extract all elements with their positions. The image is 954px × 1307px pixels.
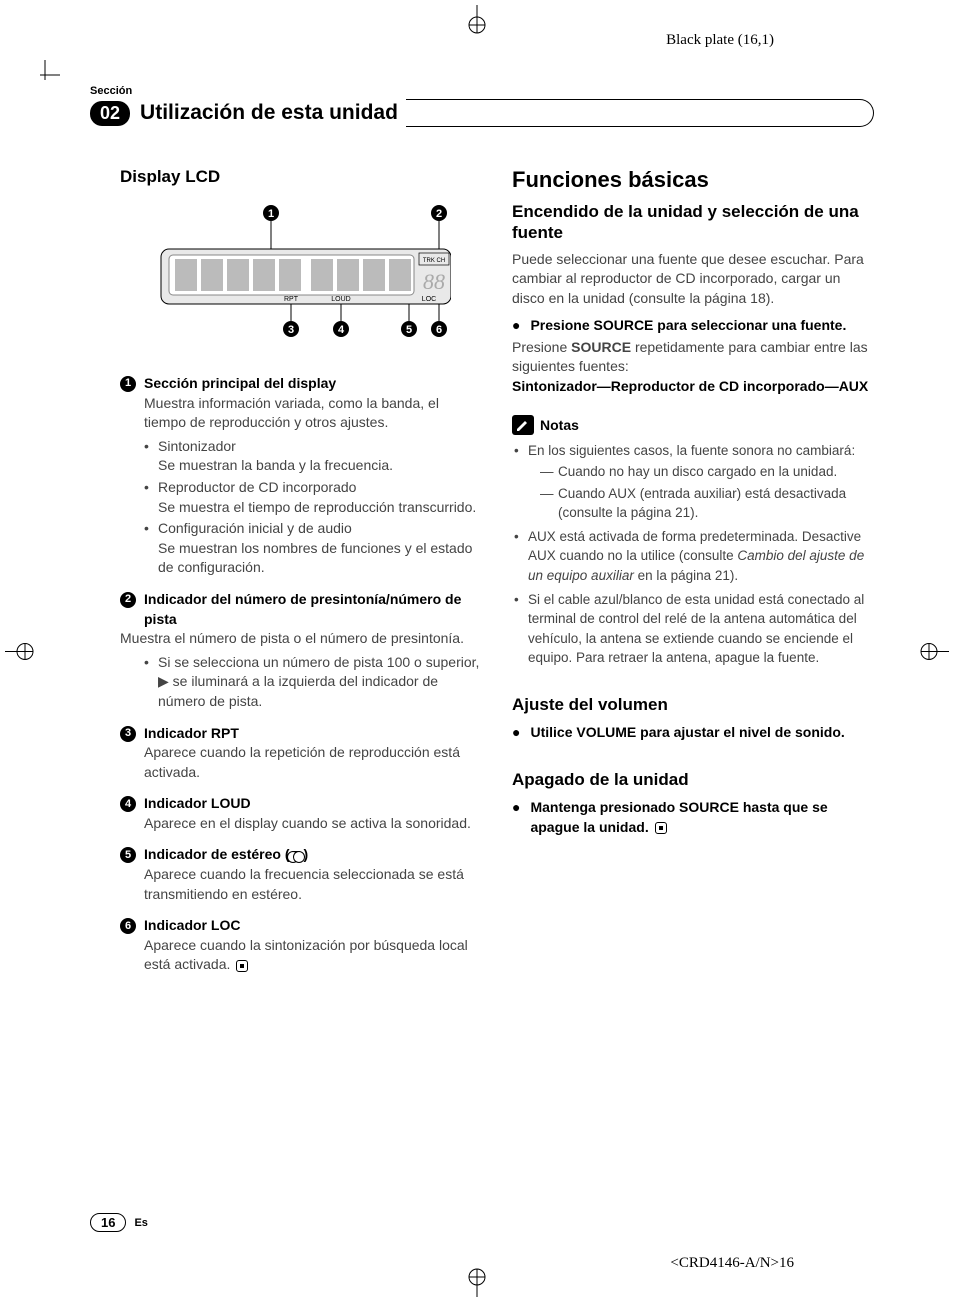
callout-number-badge: 3 [120, 726, 136, 742]
callout-item: 1 Sección principal del displayMuestra in… [120, 374, 482, 578]
callout-title: Indicador RPT [144, 724, 239, 744]
encendido-para1: Puede seleccionar una fuente que desee e… [512, 250, 874, 309]
callout-list: 1 Sección principal del displayMuestra in… [120, 374, 482, 975]
step-volume: ● Utilice VOLUME para ajustar el nivel d… [512, 723, 874, 743]
step-poweroff-text: Mantenga presionado SOURCE hasta que se … [530, 798, 874, 837]
note-item: AUX está activada de forma predeterminad… [512, 527, 874, 586]
source-sequence: Sintonizador—Reproductor de CD incorpora… [512, 377, 874, 397]
crop-mark-top [465, 5, 489, 40]
crop-mark-bottom [465, 1267, 489, 1302]
poweroff-heading: Apagado de la unidad [512, 769, 874, 790]
svg-text:5: 5 [406, 324, 412, 336]
svg-text:1: 1 [268, 208, 274, 220]
step-source-text: Presione SOURCE para seleccionar una fue… [530, 316, 874, 336]
callout-body: Muestra el número de pista o el número d… [120, 629, 482, 649]
crop-mark-left [5, 639, 35, 668]
callout-title: Indicador del número de presintonía/núme… [144, 590, 482, 629]
sublist-item: Si se selecciona un número de pista 100 … [144, 653, 482, 712]
note-item: En los siguientes casos, la fuente sonor… [512, 441, 874, 523]
end-mark-icon [236, 960, 248, 972]
callout-title: Indicador de estéreo () [144, 845, 308, 865]
funciones-basicas-heading: Funciones básicas [512, 167, 874, 193]
sublist-item: Reproductor de CD incorporadoSe muestra … [144, 478, 482, 517]
page-title: Utilización de esta unidad [140, 101, 398, 125]
callout-title: Sección principal del display [144, 374, 336, 394]
volume-heading: Ajuste del volumen [512, 694, 874, 715]
svg-text:RPT: RPT [284, 296, 299, 303]
volume-section: Ajuste del volumen ● Utilice VOLUME para… [512, 694, 874, 743]
callout-number-badge: 2 [120, 592, 136, 608]
bullet-icon: ● [512, 318, 520, 332]
callout-body: Aparece cuando la repetición de reproduc… [144, 743, 482, 782]
section-number-badge: 02 [90, 101, 130, 126]
callout-item: 2 Indicador del número de presintonía/núm… [120, 590, 482, 712]
callout-number-badge: 5 [120, 847, 136, 863]
svg-text:2: 2 [436, 208, 442, 220]
callout-item: 6 Indicador LOCAparece cuando la sintoniz… [120, 916, 482, 975]
manual-page: Black plate (16,1) Sección 02 Utilizació… [0, 0, 954, 1307]
svg-text:88: 88 [423, 269, 445, 294]
bullet-icon: ● [512, 725, 520, 739]
svg-text:6: 6 [436, 324, 442, 336]
svg-text:3: 3 [288, 324, 294, 336]
section-label: Sección [90, 85, 904, 97]
page-header: 02 Utilización de esta unidad [90, 99, 874, 127]
bullet-icon: ● [512, 800, 520, 814]
dash-item: Cuando no hay un disco cargado en la uni… [540, 462, 874, 482]
callout-sublist: SintonizadorSe muestran la banda y la fr… [144, 437, 482, 578]
crop-corner-tl [30, 60, 60, 90]
callout-item: 3 Indicador RPTAparece cuando la repetici… [120, 724, 482, 783]
callout-body: Aparece en el display cuando se activa l… [144, 814, 482, 834]
document-code: <CRD4146-A/N>16 [670, 1255, 794, 1272]
callout-title: Indicador LOUD [144, 794, 251, 814]
pencil-icon [512, 415, 534, 435]
notes-header: Notas [512, 415, 874, 435]
page-number: 16 [90, 1213, 126, 1232]
dash-item: Cuando AUX (entrada auxiliar) está desac… [540, 484, 874, 523]
callout-number-badge: 1 [120, 376, 136, 392]
callout-body: Aparece cuando la frecuencia seleccionad… [144, 865, 482, 904]
content-columns: Display LCD 1 2 [120, 167, 874, 987]
callout-title: Indicador LOC [144, 916, 240, 936]
callout-item: 4 Indicador LOUDAparece en el display cua… [120, 794, 482, 833]
callout-body: Aparece cuando la sintonización por búsq… [144, 936, 482, 975]
step-volume-text: Utilice VOLUME para ajustar el nivel de … [530, 723, 874, 743]
svg-text:LOUD: LOUD [331, 296, 350, 303]
end-mark-icon [655, 822, 667, 834]
step-source: ● Presione SOURCE para seleccionar una f… [512, 316, 874, 336]
crop-mark-right [919, 639, 949, 668]
note-dash-list: Cuando no hay un disco cargado en la uni… [540, 462, 874, 523]
press-source-para: Presione SOURCE repetidamente para cambi… [512, 338, 874, 377]
svg-text:4: 4 [338, 324, 345, 336]
sublist-item: Configuración inicial y de audioSe muest… [144, 519, 482, 578]
svg-text:TRK CH: TRK CH [423, 258, 445, 264]
sublist-item: SintonizadorSe muestran la banda y la fr… [144, 437, 482, 476]
lcd-diagram: 1 2 [120, 201, 482, 356]
callout-item: 5 Indicador de estéreo ()Aparece cuando l… [120, 845, 482, 904]
language-code: Es [134, 1217, 147, 1229]
left-column: Display LCD 1 2 [120, 167, 482, 987]
svg-text:LOC: LOC [422, 296, 436, 303]
header-rule [406, 99, 874, 127]
callout-sublist: Si se selecciona un número de pista 100 … [144, 653, 482, 712]
callout-number-badge: 4 [120, 796, 136, 812]
encendido-heading: Encendido de la unidad y selección de un… [512, 201, 874, 244]
notes-label: Notas [540, 417, 579, 433]
page-footer: 16 Es [90, 1213, 148, 1232]
notes-list: En los siguientes casos, la fuente sonor… [512, 441, 874, 668]
callout-number-badge: 6 [120, 918, 136, 934]
step-poweroff: ● Mantenga presionado SOURCE hasta que s… [512, 798, 874, 837]
callout-body: Muestra información variada, como la ban… [144, 394, 482, 433]
right-column: Funciones básicas Encendido de la unidad… [512, 167, 874, 987]
poweroff-section: Apagado de la unidad ● Mantenga presiona… [512, 769, 874, 837]
display-lcd-heading: Display LCD [120, 167, 482, 187]
note-item: Si el cable azul/blanco de esta unidad e… [512, 590, 874, 668]
plate-label: Black plate (16,1) [666, 32, 774, 49]
